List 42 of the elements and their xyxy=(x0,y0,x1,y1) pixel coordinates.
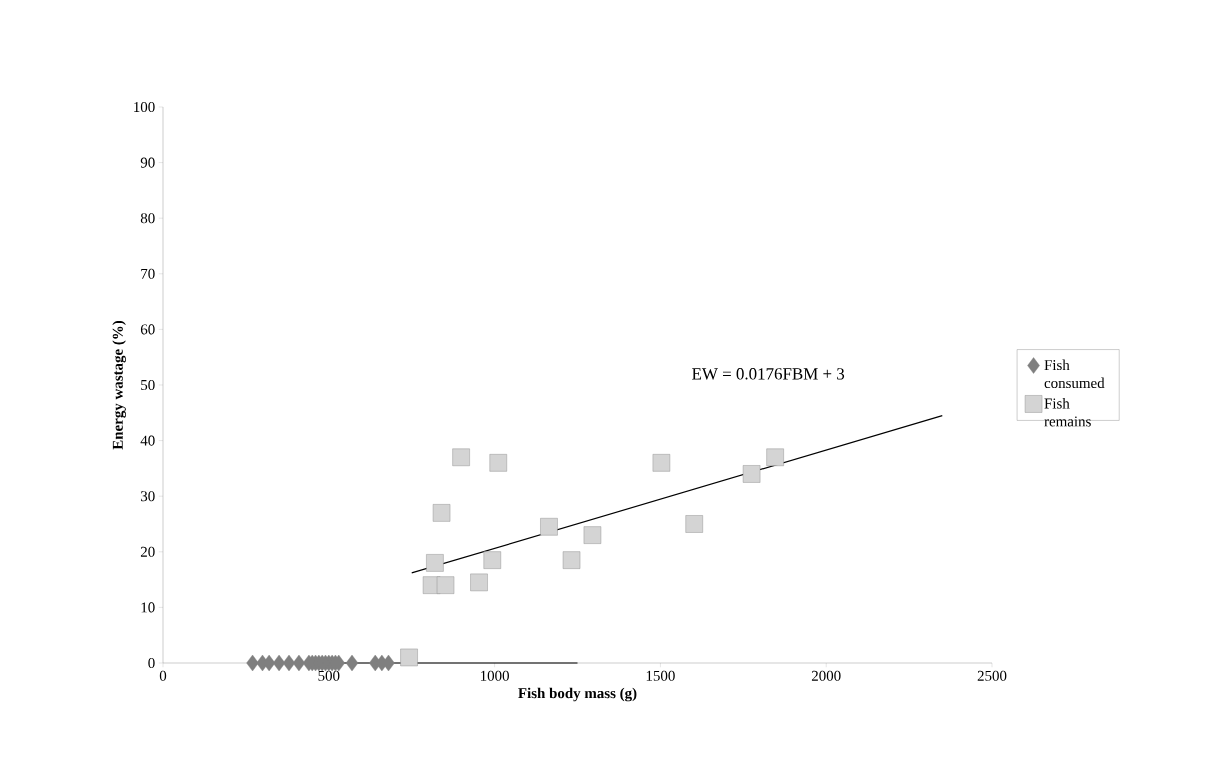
point xyxy=(470,573,488,592)
point xyxy=(685,515,703,533)
y-tick-label: 0 xyxy=(148,657,155,669)
point xyxy=(292,654,306,672)
point xyxy=(489,454,507,472)
y-tick-label: 100 xyxy=(134,101,155,113)
y-tick-label: 20 xyxy=(140,546,155,557)
x-tick-label: 0 xyxy=(159,670,167,681)
y-tick-label: 60 xyxy=(140,324,155,335)
legend-label: Fish consumed xyxy=(1044,359,1105,389)
point xyxy=(282,654,296,672)
y-tick-label: 40 xyxy=(140,435,155,446)
x-tick-label: 1000 xyxy=(480,670,509,681)
annotation: EW = 0.0176FBM + 3 xyxy=(692,368,845,380)
point xyxy=(540,518,558,536)
point xyxy=(436,576,455,594)
y-tick-label: 90 xyxy=(140,157,155,168)
point xyxy=(452,448,470,466)
point xyxy=(483,551,501,569)
point xyxy=(272,654,286,672)
point xyxy=(345,654,359,672)
x-axis-title: Fish body mass (g) xyxy=(518,687,637,702)
y-tick-label: 50 xyxy=(141,379,155,391)
legend-label: Fish remains xyxy=(1044,398,1091,427)
y-axis-title: Energy wastage (%) xyxy=(112,320,126,450)
point xyxy=(432,504,451,522)
y-tick-label: 10 xyxy=(141,602,155,613)
point xyxy=(562,551,581,569)
point xyxy=(400,648,418,667)
y-tick-label: 30 xyxy=(141,491,155,502)
y-tick-label: 80 xyxy=(140,213,155,224)
point xyxy=(426,554,444,572)
y-tick-label: 70 xyxy=(141,268,155,279)
point xyxy=(742,465,761,483)
point xyxy=(652,454,671,472)
point xyxy=(583,526,602,544)
x-tick-label: 500 xyxy=(318,670,340,681)
point xyxy=(766,448,784,466)
point xyxy=(246,654,259,672)
x-tick-label: 1500 xyxy=(646,670,675,681)
x-tick-label: 2000 xyxy=(811,670,841,681)
x-tick-label: 2500 xyxy=(977,670,1007,681)
